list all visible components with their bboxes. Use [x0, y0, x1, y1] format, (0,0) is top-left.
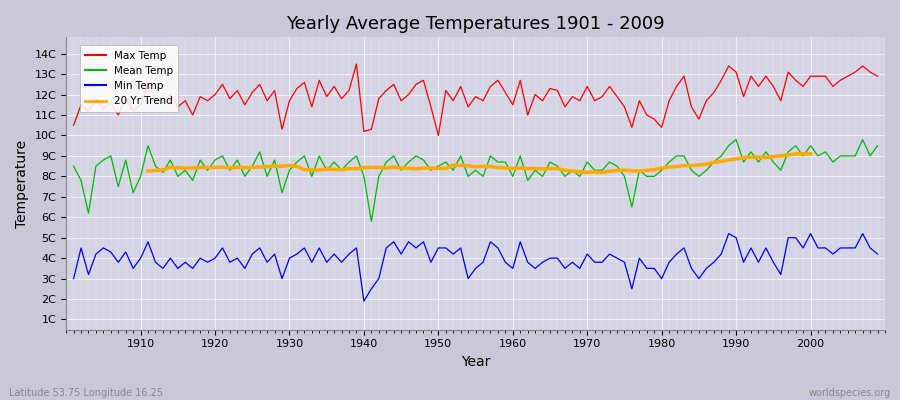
X-axis label: Year: Year — [461, 355, 491, 369]
Text: worldspecies.org: worldspecies.org — [809, 388, 891, 398]
Legend: Max Temp, Mean Temp, Min Temp, 20 Yr Trend: Max Temp, Mean Temp, Min Temp, 20 Yr Tre… — [79, 46, 178, 112]
Y-axis label: Temperature: Temperature — [15, 140, 29, 228]
Title: Yearly Average Temperatures 1901 - 2009: Yearly Average Temperatures 1901 - 2009 — [286, 15, 665, 33]
Text: Latitude 53.75 Longitude 16.25: Latitude 53.75 Longitude 16.25 — [9, 388, 163, 398]
